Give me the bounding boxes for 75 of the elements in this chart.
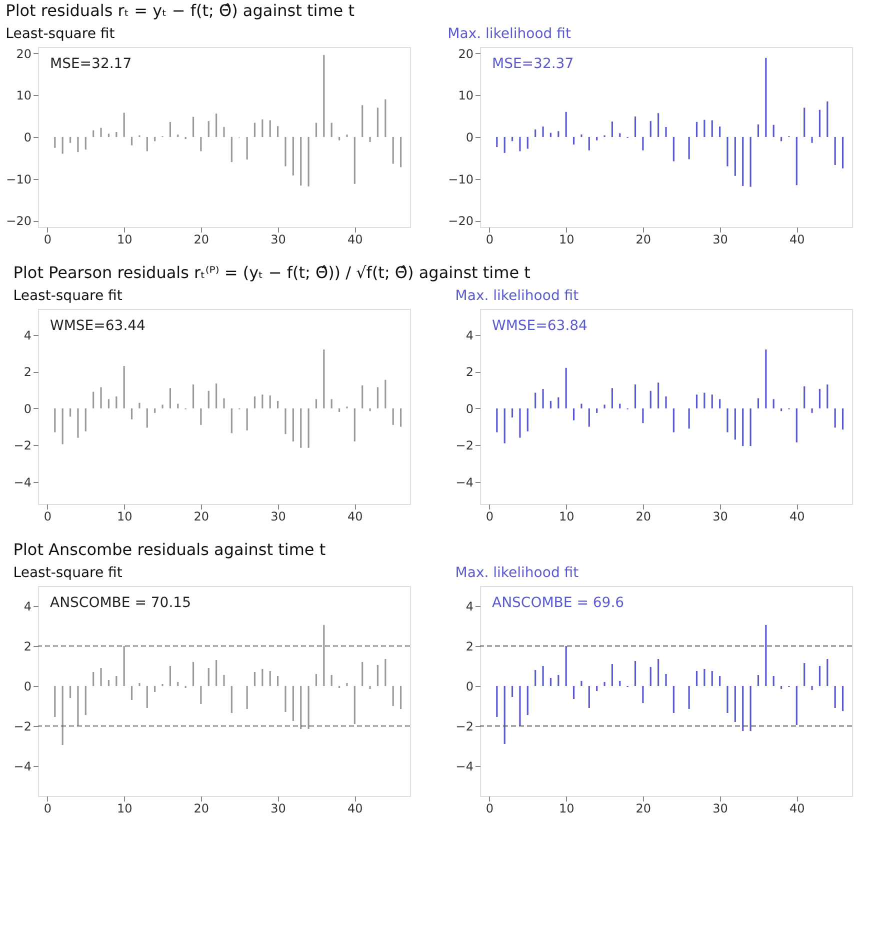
y-tick-label: −10 — [448, 172, 474, 186]
y-tick-label: −20 — [6, 214, 32, 228]
annotation: MSE=32.17 — [50, 56, 132, 72]
x-tick-label: 20 — [636, 232, 652, 246]
x-tick-label: 30 — [712, 510, 728, 524]
y-tick-label: 4 — [466, 328, 474, 342]
y-tick-label: 4 — [466, 600, 474, 614]
y-tick-label: −2 — [456, 720, 474, 734]
chart-subtitle: Max. likelihood fit — [455, 288, 580, 304]
chart-title: Plot Pearson residuals rₜ⁽ᴾ⁾ = (yₜ − f(t; Θ̂)) / √f(t; Θ̂) against time t — [13, 263, 530, 282]
y-tick-label: 10 — [458, 88, 474, 103]
annotation: WMSE=63.44 — [50, 318, 146, 334]
x-tick-label: 30 — [270, 232, 286, 246]
annotation: WMSE=63.84 — [492, 318, 588, 334]
y-tick-label: −4 — [456, 475, 474, 490]
y-tick-label: −10 — [6, 172, 32, 186]
y-tick-label: 0 — [24, 130, 32, 144]
y-tick-label: 10 — [16, 88, 32, 103]
y-tick-label: −4 — [14, 760, 32, 774]
y-tick-label: 2 — [24, 640, 32, 654]
y-tick-label: −2 — [456, 438, 474, 453]
x-tick-label: 40 — [790, 232, 805, 246]
x-tick-label: 40 — [348, 510, 363, 524]
y-tick-label: −2 — [14, 720, 32, 734]
chart-subtitle: Max. likelihood fit — [455, 565, 580, 581]
chart-subtitle: Least-square fit — [13, 288, 123, 304]
x-tick-label: 0 — [44, 802, 52, 816]
x-tick-label: 0 — [44, 510, 52, 524]
x-tick-label: 0 — [44, 232, 52, 246]
x-tick-label: 10 — [116, 802, 132, 816]
x-tick-label: 20 — [194, 510, 210, 524]
y-tick-label: 0 — [24, 402, 32, 416]
x-tick-label: 40 — [348, 802, 363, 816]
chart-title: Plot residuals rₜ = yₜ − f(t; Θ̂) against time t — [6, 1, 354, 20]
x-tick-label: 30 — [270, 802, 286, 816]
y-tick-label: 2 — [24, 365, 32, 380]
x-tick-label: 30 — [712, 232, 728, 246]
y-tick-label: 20 — [458, 46, 474, 61]
y-tick-label: −4 — [14, 475, 32, 490]
x-tick-label: 10 — [116, 510, 132, 524]
chart-subtitle: Least-square fit — [13, 565, 123, 581]
x-tick-label: 0 — [486, 802, 494, 816]
x-tick-label: 0 — [486, 232, 494, 246]
chart-title: Plot Anscombe residuals against time t — [13, 540, 326, 559]
x-tick-label: 40 — [790, 802, 805, 816]
annotation: ANSCOMBE = 70.15 — [50, 595, 191, 611]
y-tick-label: −4 — [456, 760, 474, 774]
y-tick-label: 0 — [466, 680, 474, 694]
y-tick-label: 20 — [16, 46, 32, 61]
x-tick-label: 40 — [790, 510, 805, 524]
x-tick-label: 10 — [558, 232, 574, 246]
x-tick-label: 20 — [194, 802, 210, 816]
x-tick-label: 40 — [348, 232, 363, 246]
x-tick-label: 20 — [194, 232, 210, 246]
x-tick-label: 20 — [636, 802, 652, 816]
x-tick-label: 10 — [558, 802, 574, 816]
annotation: ANSCOMBE = 69.6 — [492, 595, 624, 611]
x-tick-label: 30 — [270, 510, 286, 524]
y-tick-label: −2 — [14, 438, 32, 453]
y-tick-label: 0 — [466, 402, 474, 416]
y-tick-label: 0 — [466, 130, 474, 144]
y-tick-label: 0 — [24, 680, 32, 694]
y-tick-label: 4 — [24, 600, 32, 614]
chart-subtitle: Max. likelihood fit — [448, 26, 572, 42]
y-tick-label: 2 — [466, 365, 474, 380]
x-tick-label: 30 — [712, 802, 728, 816]
y-tick-label: 2 — [466, 640, 474, 654]
y-tick-label: 4 — [24, 328, 32, 342]
x-tick-label: 0 — [486, 510, 494, 524]
x-tick-label: 10 — [116, 232, 132, 246]
x-tick-label: 20 — [636, 510, 652, 524]
x-tick-label: 10 — [558, 510, 574, 524]
y-tick-label: −20 — [448, 214, 474, 228]
annotation: MSE=32.37 — [492, 56, 574, 72]
chart-subtitle: Least-square fit — [6, 26, 116, 42]
